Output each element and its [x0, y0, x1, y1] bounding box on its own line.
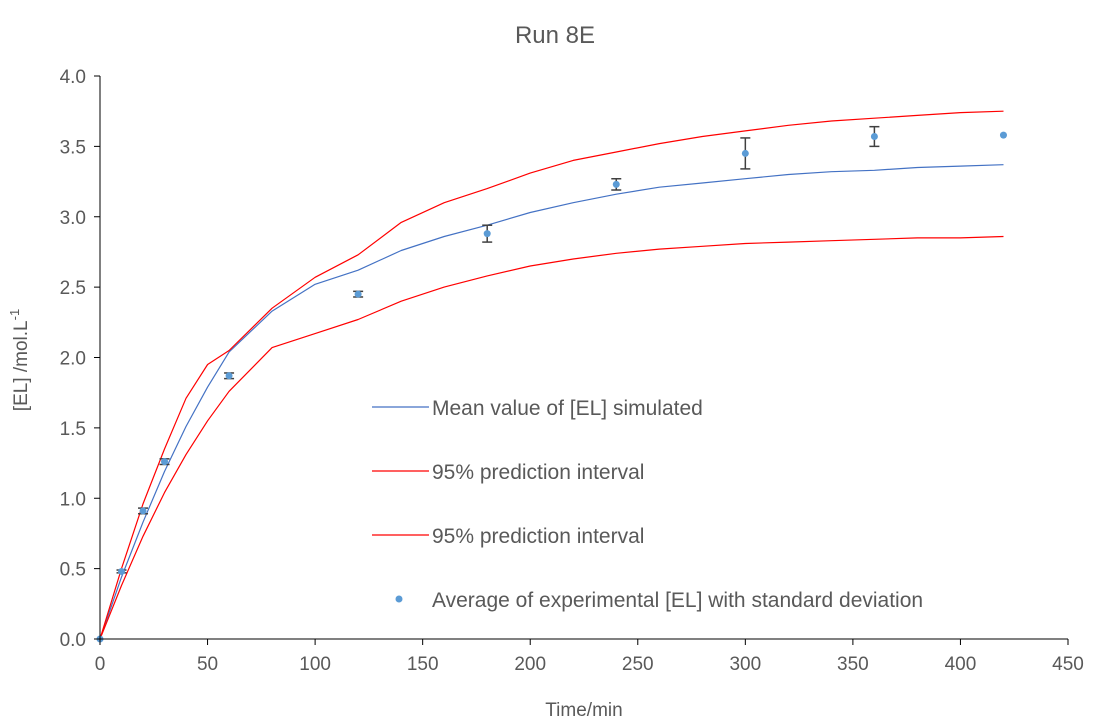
data-point: [870, 133, 878, 141]
y-axis-label-main: [EL] /mol.L: [11, 320, 32, 411]
x-tick-label: 450: [1052, 654, 1084, 675]
data-point: [741, 149, 749, 157]
y-tick-label: 1.0: [60, 489, 86, 510]
y-tick-label: 1.5: [60, 419, 86, 440]
y-tick-label: 3.0: [60, 208, 86, 229]
x-tick-label: 150: [407, 654, 439, 675]
chart-title: Run 8E: [515, 22, 595, 49]
data-point: [354, 290, 362, 298]
y-ticks: 0.0 0.5 1.0 1.5 2.0 2.5 3.0 3.5 4.0: [60, 67, 100, 651]
x-tick-label: 400: [945, 654, 977, 675]
data-point: [139, 507, 147, 515]
y-axis-label: [EL] /mol.L-1: [7, 309, 32, 411]
x-tick-label: 100: [299, 654, 331, 675]
y-tick-label: 2.0: [60, 349, 86, 370]
data-point: [612, 180, 620, 188]
legend-entry-label: Mean value of [EL] simulated: [432, 397, 703, 420]
data-point: [999, 131, 1007, 139]
y-axis-label-superscript: -1: [7, 309, 22, 321]
x-tick-label: 300: [729, 654, 761, 675]
legend-marker-swatch: [395, 595, 403, 603]
series-line-2: [99, 235, 1004, 640]
series-line-1: [99, 110, 1004, 640]
data-point: [225, 372, 233, 380]
x-tick-label: 250: [622, 654, 654, 675]
data-point: [161, 458, 169, 466]
y-tick-label: 0.0: [60, 630, 86, 651]
x-axis-label: Time/min: [545, 700, 622, 721]
y-tick-label: 2.5: [60, 278, 86, 299]
x-tick-label: 350: [837, 654, 869, 675]
y-tick-label: 0.5: [60, 560, 86, 581]
y-tick-label: 4.0: [60, 67, 86, 88]
y-tick-label: 3.5: [60, 137, 86, 158]
x-tick-label: 50: [197, 654, 218, 675]
x-tick-label: 0: [95, 654, 106, 675]
legend-entry-label: 95% prediction interval: [432, 525, 644, 548]
plot-area: [96, 110, 1007, 643]
legend-entry-label: 95% prediction interval: [432, 461, 644, 484]
data-point: [483, 230, 491, 238]
legend-entry-label: Average of experimental [EL] with standa…: [432, 589, 923, 612]
x-ticks: 0 50 100 150 200 250 300 350 400 450: [95, 639, 1084, 675]
data-point: [118, 567, 126, 575]
x-tick-label: 200: [514, 654, 546, 675]
legend: Mean value of [EL] simulated 95% predicti…: [372, 397, 923, 612]
